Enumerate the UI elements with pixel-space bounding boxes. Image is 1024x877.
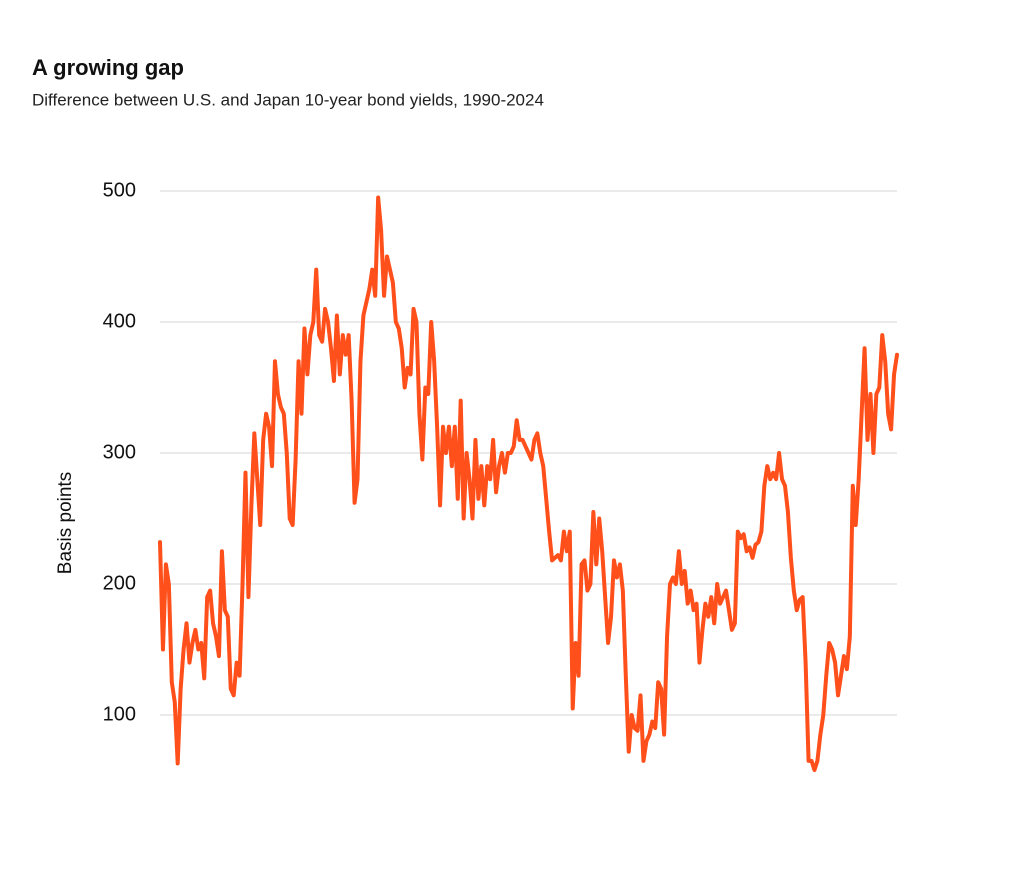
chart-title: A growing gap [32,55,184,80]
y-tick-label: 200 [103,572,136,594]
y-axis-label: Basis points [55,472,76,574]
data-line [158,195,899,773]
y-tick-label: 300 [103,441,136,463]
y-tick-label: 500 [103,179,136,201]
chart-subtitle: Difference between U.S. and Japan 10-yea… [32,90,544,109]
grid: 100 200 300 400 500 [103,179,897,725]
y-tick-label: 100 [103,703,136,725]
plot [158,195,899,773]
y-tick-label: 400 [103,310,136,332]
